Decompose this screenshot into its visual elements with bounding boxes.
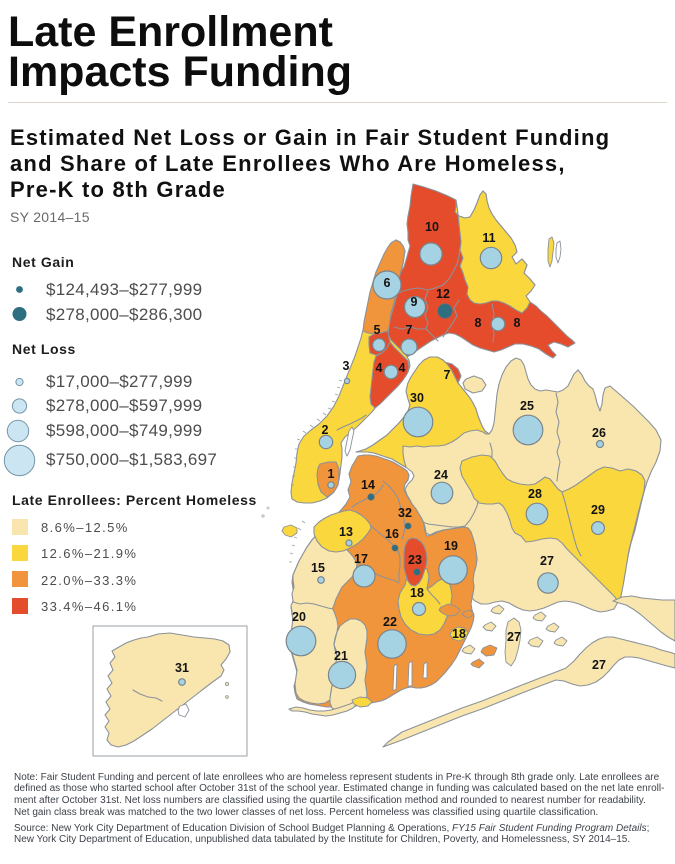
svg-text:8: 8 xyxy=(514,316,521,330)
svg-text:7: 7 xyxy=(406,323,413,337)
svg-text:9: 9 xyxy=(411,295,418,309)
svg-text:14: 14 xyxy=(361,478,375,492)
svg-text:29: 29 xyxy=(591,503,605,517)
svg-text:24: 24 xyxy=(434,468,448,482)
svg-text:21: 21 xyxy=(334,649,348,663)
svg-text:12: 12 xyxy=(436,287,450,301)
svg-text:8: 8 xyxy=(475,316,482,330)
svg-text:18: 18 xyxy=(452,627,466,641)
svg-text:10: 10 xyxy=(425,220,439,234)
svg-text:27: 27 xyxy=(507,630,521,644)
svg-text:23: 23 xyxy=(408,553,422,567)
svg-text:20: 20 xyxy=(292,610,306,624)
svg-text:2: 2 xyxy=(322,423,329,437)
svg-text:28: 28 xyxy=(528,487,542,501)
svg-text:3: 3 xyxy=(343,359,350,373)
svg-text:16: 16 xyxy=(385,527,399,541)
svg-text:18: 18 xyxy=(410,586,424,600)
svg-text:7: 7 xyxy=(444,368,451,382)
svg-text:26: 26 xyxy=(592,426,606,440)
svg-text:4: 4 xyxy=(399,361,406,375)
svg-text:22: 22 xyxy=(383,615,397,629)
svg-text:13: 13 xyxy=(339,525,353,539)
svg-text:6: 6 xyxy=(384,276,391,290)
svg-text:1: 1 xyxy=(328,467,335,481)
svg-text:31: 31 xyxy=(175,661,189,675)
svg-text:27: 27 xyxy=(592,658,606,672)
svg-text:32: 32 xyxy=(398,506,412,520)
svg-text:17: 17 xyxy=(354,552,368,566)
svg-text:15: 15 xyxy=(311,561,325,575)
svg-text:4: 4 xyxy=(376,361,383,375)
svg-text:11: 11 xyxy=(482,231,495,245)
svg-text:5: 5 xyxy=(374,323,381,337)
svg-text:25: 25 xyxy=(520,399,534,413)
svg-text:27: 27 xyxy=(540,554,554,568)
svg-text:30: 30 xyxy=(410,391,424,405)
svg-text:19: 19 xyxy=(444,539,458,553)
